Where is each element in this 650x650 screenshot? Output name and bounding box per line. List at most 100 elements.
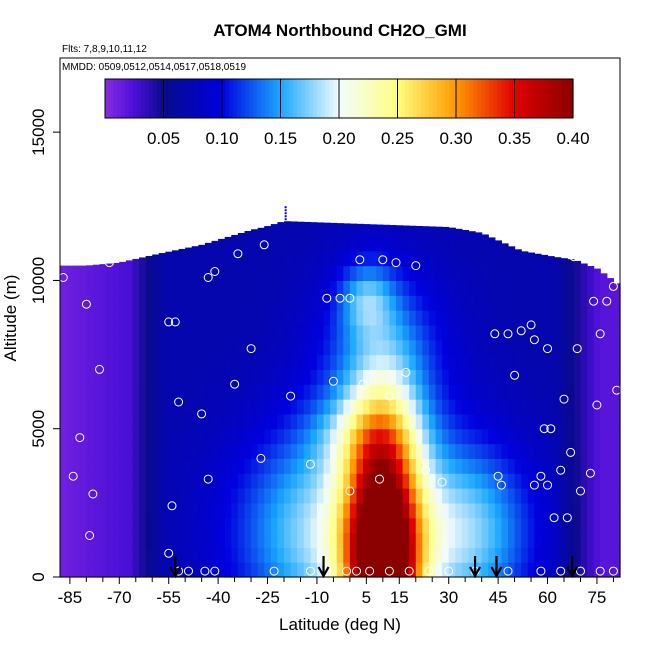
heatmap-cell: [145, 280, 153, 296]
heatmap-cell: [580, 265, 588, 282]
heatmap-cell: [475, 232, 483, 237]
heatmap-cell: [396, 399, 404, 415]
heatmap-cell: [422, 280, 430, 296]
heatmap-cell: [349, 399, 358, 415]
heatmap-cell: [158, 488, 167, 504]
heatmap-cell: [540, 369, 549, 385]
heatmap-cell: [587, 266, 595, 282]
colorbar-segment: [293, 79, 298, 118]
heatmap-cell: [316, 488, 325, 504]
heatmap-cell: [106, 280, 114, 296]
heatmap-cell: [73, 562, 81, 578]
heatmap-cell: [316, 250, 325, 267]
heatmap-cell: [66, 443, 74, 459]
heatmap-cell: [277, 532, 285, 548]
heatmap-cell: [264, 324, 272, 341]
heatmap-cell: [132, 532, 140, 548]
heatmap-cell: [580, 354, 588, 370]
heatmap-cell: [224, 428, 232, 445]
heatmap-cell: [231, 399, 239, 415]
heatmap-cell: [92, 428, 101, 445]
heatmap-cell: [224, 369, 232, 385]
heatmap-cell: [396, 502, 404, 519]
heatmap-cell: [165, 339, 173, 356]
heatmap-cell: [593, 547, 601, 563]
heatmap-cell: [231, 532, 239, 548]
colorbar-segment: [517, 79, 522, 118]
colorbar-segment: [553, 79, 558, 118]
heatmap-cell: [488, 473, 496, 489]
heatmap-cell: [442, 310, 450, 326]
heatmap-cell: [323, 532, 331, 548]
heatmap-cell: [343, 532, 351, 548]
heatmap-cell: [79, 384, 87, 400]
heatmap-cell: [448, 295, 456, 311]
heatmap-cell: [514, 517, 522, 534]
colorbar-segment: [513, 79, 518, 118]
heatmap-cell: [99, 399, 107, 415]
heatmap-cell: [257, 562, 265, 578]
heatmap-cell: [428, 265, 437, 282]
heatmap-cell: [587, 399, 595, 415]
heatmap-cell: [422, 547, 430, 563]
heatmap-cell: [211, 562, 219, 578]
x-tick-label: 5: [362, 588, 371, 607]
heatmap-cell: [152, 354, 160, 370]
heatmap-cell: [455, 250, 463, 267]
heatmap-cell: [284, 265, 292, 282]
heatmap-cell: [112, 369, 120, 385]
colorbar-tick-label: 0.20: [322, 129, 355, 148]
heatmap-cell: [330, 532, 338, 548]
heatmap-cell: [79, 458, 87, 474]
heatmap-cell: [534, 532, 542, 548]
heatmap-cell: [376, 224, 384, 237]
heatmap-cell: [158, 354, 167, 370]
heatmap-cell: [132, 354, 140, 370]
x-axis-label: Latitude (deg N): [279, 615, 401, 634]
colorbar-segment: [445, 79, 450, 118]
heatmap-cell: [547, 517, 555, 534]
heatmap-cell: [218, 399, 226, 415]
colorbar-segment: [369, 79, 374, 118]
colorbar-tick-label: 0.05: [147, 129, 180, 148]
heatmap-cell: [264, 369, 272, 385]
heatmap-cell: [277, 265, 285, 282]
heatmap-cell: [139, 562, 147, 578]
heatmap-cell: [461, 230, 470, 237]
heatmap-cell: [349, 458, 358, 474]
heatmap-cell: [514, 339, 522, 356]
heatmap-cell: [152, 443, 160, 459]
heatmap-cell: [573, 339, 582, 356]
heatmap-cell: [191, 384, 199, 400]
heatmap-cell: [547, 324, 555, 341]
heatmap-cell: [587, 562, 595, 578]
heatmap-cell: [277, 473, 285, 489]
heatmap-cell: [310, 384, 318, 400]
heatmap-cell: [132, 310, 140, 326]
heatmap-cell: [330, 399, 338, 415]
heatmap-cell: [409, 532, 417, 548]
heatmap-cell: [422, 399, 430, 415]
heatmap-cell: [547, 295, 555, 311]
heatmap-cell: [297, 384, 305, 400]
heatmap-cell: [356, 250, 364, 267]
heatmap-cell: [106, 263, 114, 267]
heatmap-cell: [521, 295, 529, 311]
heatmap-cell: [73, 488, 81, 504]
heatmap-cell: [323, 265, 331, 282]
heatmap-cell: [455, 443, 463, 459]
heatmap-cell: [257, 458, 265, 474]
heatmap-cell: [257, 547, 265, 563]
heatmap-cell: [336, 223, 344, 237]
heatmap-cell: [534, 310, 542, 326]
heatmap-cell: [567, 310, 575, 326]
heatmap-cell: [448, 235, 456, 252]
heatmap-cell: [547, 488, 555, 504]
heatmap-cell: [409, 235, 417, 252]
heatmap-cell: [290, 280, 298, 296]
heatmap-cell: [527, 310, 535, 326]
heatmap-cell: [330, 265, 338, 282]
heatmap-cell: [567, 502, 575, 519]
heatmap-cell: [237, 517, 246, 534]
heatmap-cell: [172, 413, 180, 430]
